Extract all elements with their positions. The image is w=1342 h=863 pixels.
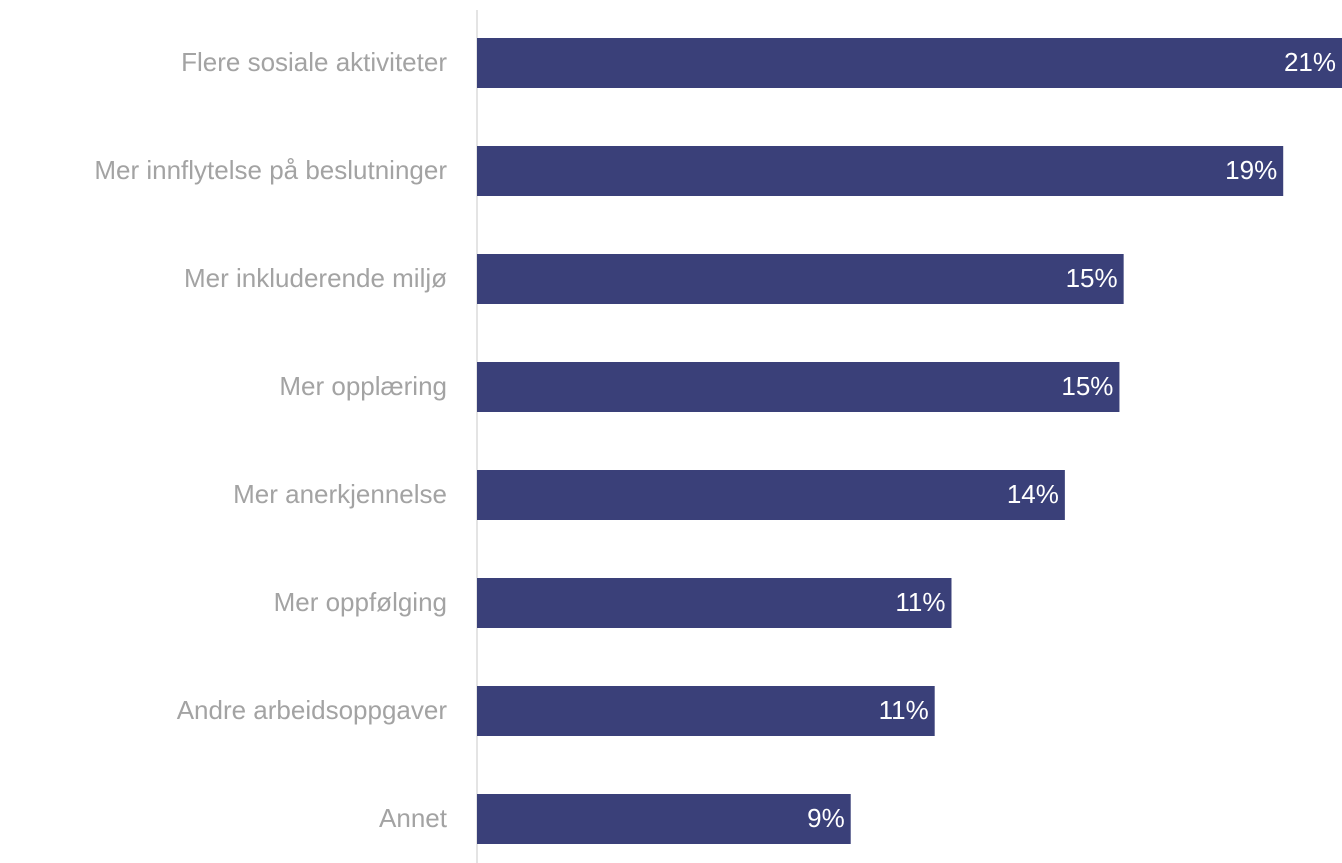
value-label: 21% xyxy=(1284,47,1336,77)
category-label: Annet xyxy=(379,803,448,833)
bar xyxy=(477,38,1342,88)
value-label: 9% xyxy=(807,803,845,833)
category-label: Mer innflytelse på beslutninger xyxy=(94,155,447,185)
category-label: Andre arbeidsoppgaver xyxy=(177,695,448,725)
value-label: 15% xyxy=(1061,371,1113,401)
category-label: Mer opplæring xyxy=(279,371,447,401)
category-label: Mer oppfølging xyxy=(274,587,447,617)
bar xyxy=(477,146,1284,196)
category-label: Flere sosiale aktiviteter xyxy=(181,47,447,77)
value-label: 19% xyxy=(1225,155,1277,185)
category-label: Mer inkluderende miljø xyxy=(184,263,447,293)
value-label: 14% xyxy=(1007,479,1059,509)
bar xyxy=(477,362,1120,412)
value-label: 11% xyxy=(895,587,945,617)
bar xyxy=(477,686,935,736)
bar xyxy=(477,578,952,628)
bar xyxy=(477,470,1065,520)
bar xyxy=(477,254,1124,304)
value-label: 15% xyxy=(1066,263,1118,293)
category-label: Mer anerkjennelse xyxy=(233,479,447,509)
value-label: 11% xyxy=(879,695,929,725)
bar xyxy=(477,794,851,844)
